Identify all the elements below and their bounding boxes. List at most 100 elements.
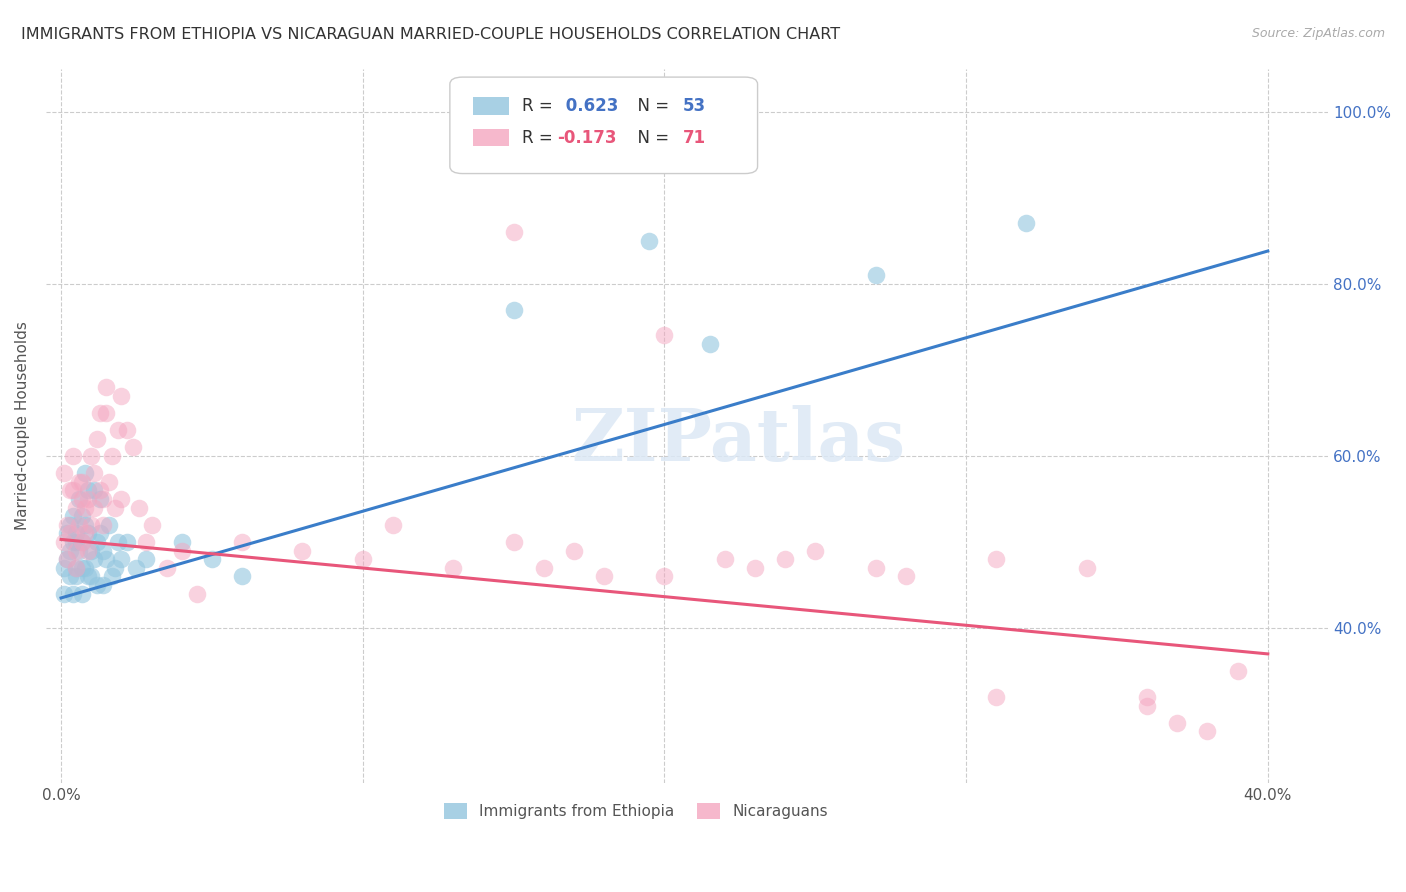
Point [201,552,224,566]
Point [713,552,735,566]
Point [91,578,114,592]
Point [89,483,111,498]
Point [104,561,127,575]
Point [75,526,97,541]
Point [53,535,76,549]
Point [80,543,103,558]
Point [101,449,124,463]
Point [110,389,132,403]
Point [654,328,676,343]
Point [96,552,118,566]
Point [91,543,114,558]
Point [62,535,84,549]
Point [65,569,87,583]
Point [75,517,97,532]
Point [67,475,90,489]
Text: 53: 53 [683,97,706,115]
Point [70,561,93,575]
Point [91,517,114,532]
Point [170,543,193,558]
Point [83,500,105,515]
Point [110,491,132,506]
Point [62,483,84,498]
Point [56,517,79,532]
Point [699,337,721,351]
Point [107,423,129,437]
Point [80,569,103,583]
Point [117,535,139,549]
Point [1015,217,1038,231]
Point [231,535,253,549]
Point [804,543,827,558]
Point [89,406,111,420]
Point [86,578,108,592]
FancyBboxPatch shape [472,97,509,115]
Point [53,466,76,480]
Point [231,569,253,583]
Point [107,535,129,549]
Point [65,535,87,549]
Point [96,406,118,420]
Point [865,561,887,575]
Legend: Immigrants from Ethiopia, Nicaraguans: Immigrants from Ethiopia, Nicaraguans [437,797,834,825]
Point [141,517,163,532]
Point [89,526,111,541]
Point [56,526,79,541]
Text: 0.623: 0.623 [560,97,619,115]
Point [83,483,105,498]
Point [186,587,208,601]
Text: 71: 71 [683,128,706,147]
Point [75,561,97,575]
Point [70,491,93,506]
Point [59,543,82,558]
Point [1136,690,1159,704]
Point [70,535,93,549]
Point [98,517,121,532]
FancyBboxPatch shape [472,128,509,146]
Point [1136,698,1159,713]
Point [59,569,82,583]
Point [77,526,100,541]
Point [59,526,82,541]
Point [59,483,82,498]
Point [65,561,87,575]
Point [562,543,585,558]
FancyBboxPatch shape [450,77,758,174]
Point [773,552,796,566]
Text: Source: ZipAtlas.com: Source: ZipAtlas.com [1251,27,1385,40]
Point [441,561,464,575]
Point [381,517,404,532]
Text: -0.173: -0.173 [558,128,617,147]
Point [59,517,82,532]
Point [638,234,661,248]
Point [1226,664,1249,678]
Point [80,449,103,463]
Point [65,526,87,541]
Point [135,552,157,566]
Point [75,500,97,515]
Point [502,535,524,549]
Point [77,569,100,583]
Point [53,561,76,575]
Point [96,380,118,394]
Text: N =: N = [627,128,673,147]
Text: ZIPatlas: ZIPatlas [571,405,905,475]
Point [83,552,105,566]
Point [77,491,100,506]
Point [1197,724,1219,739]
Point [110,552,132,566]
Point [170,535,193,549]
Point [70,475,93,489]
Text: N =: N = [627,97,673,115]
Point [62,509,84,524]
Point [352,552,374,566]
Point [125,561,148,575]
Point [53,587,76,601]
Point [654,569,676,583]
Point [117,423,139,437]
Point [65,500,87,515]
Point [62,449,84,463]
Point [67,491,90,506]
Point [291,543,314,558]
Point [77,483,100,498]
